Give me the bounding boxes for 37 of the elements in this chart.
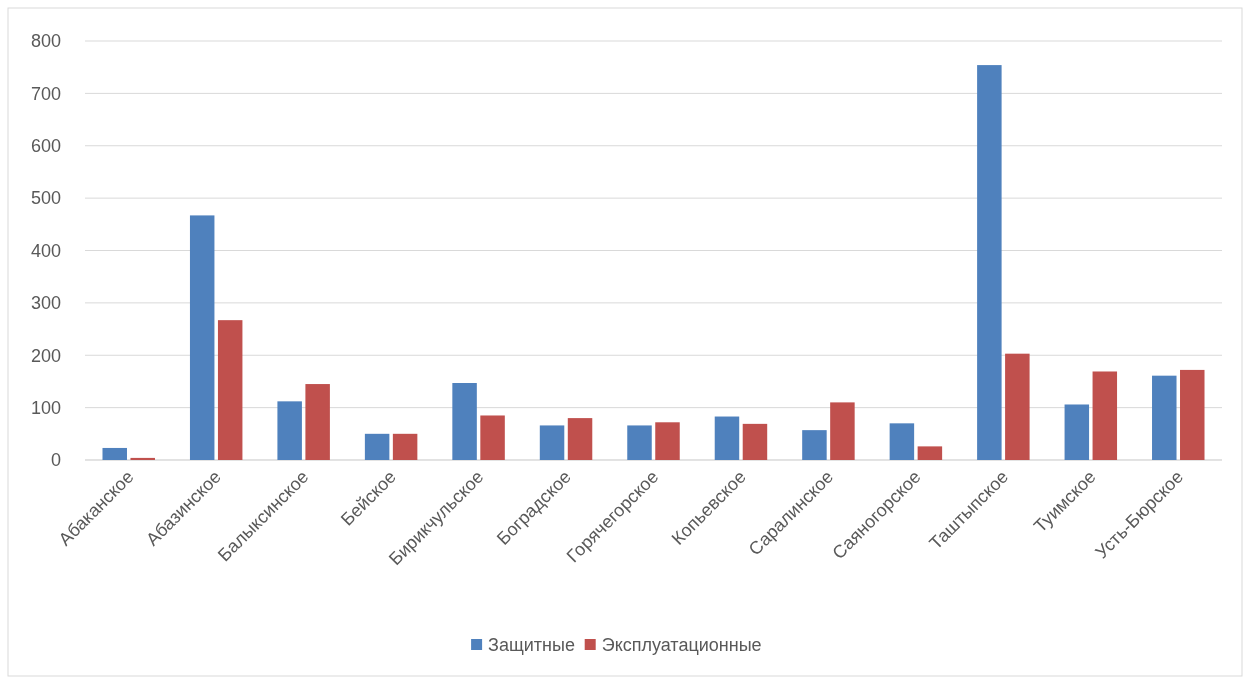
bar bbox=[452, 383, 477, 460]
legend-label: Защитные bbox=[488, 635, 575, 656]
bar bbox=[917, 446, 943, 460]
y-tick-label: 200 bbox=[30, 345, 61, 366]
bar bbox=[130, 457, 155, 460]
bar bbox=[392, 433, 418, 460]
bar bbox=[1180, 369, 1205, 460]
bar bbox=[714, 416, 740, 460]
y-tick-label: 700 bbox=[30, 83, 61, 104]
bar bbox=[742, 423, 768, 460]
bar bbox=[480, 415, 505, 460]
bar bbox=[364, 433, 390, 460]
bar bbox=[305, 384, 330, 460]
y-tick-label: 500 bbox=[30, 188, 61, 209]
bar bbox=[1152, 375, 1177, 460]
bar bbox=[655, 422, 680, 460]
bar bbox=[1064, 404, 1090, 460]
bar bbox=[1005, 353, 1030, 460]
y-tick-label: 100 bbox=[30, 397, 61, 418]
bar bbox=[830, 402, 855, 460]
y-tick-label: 300 bbox=[30, 293, 61, 314]
y-tick-label: 800 bbox=[30, 31, 61, 52]
y-tick-label: 600 bbox=[30, 136, 61, 157]
bar bbox=[977, 65, 1002, 460]
bar bbox=[102, 447, 127, 460]
bar bbox=[277, 401, 302, 460]
y-tick-label: 400 bbox=[30, 240, 61, 261]
bar bbox=[1092, 371, 1118, 460]
legend-label: Эксплуатационные bbox=[601, 635, 762, 656]
bar bbox=[889, 423, 915, 460]
bar bbox=[567, 418, 593, 460]
bar bbox=[802, 430, 827, 460]
bar bbox=[539, 425, 565, 460]
bar bbox=[627, 425, 652, 460]
bar bbox=[189, 215, 215, 460]
y-tick-label: 0 bbox=[50, 450, 61, 471]
bar bbox=[217, 320, 243, 460]
